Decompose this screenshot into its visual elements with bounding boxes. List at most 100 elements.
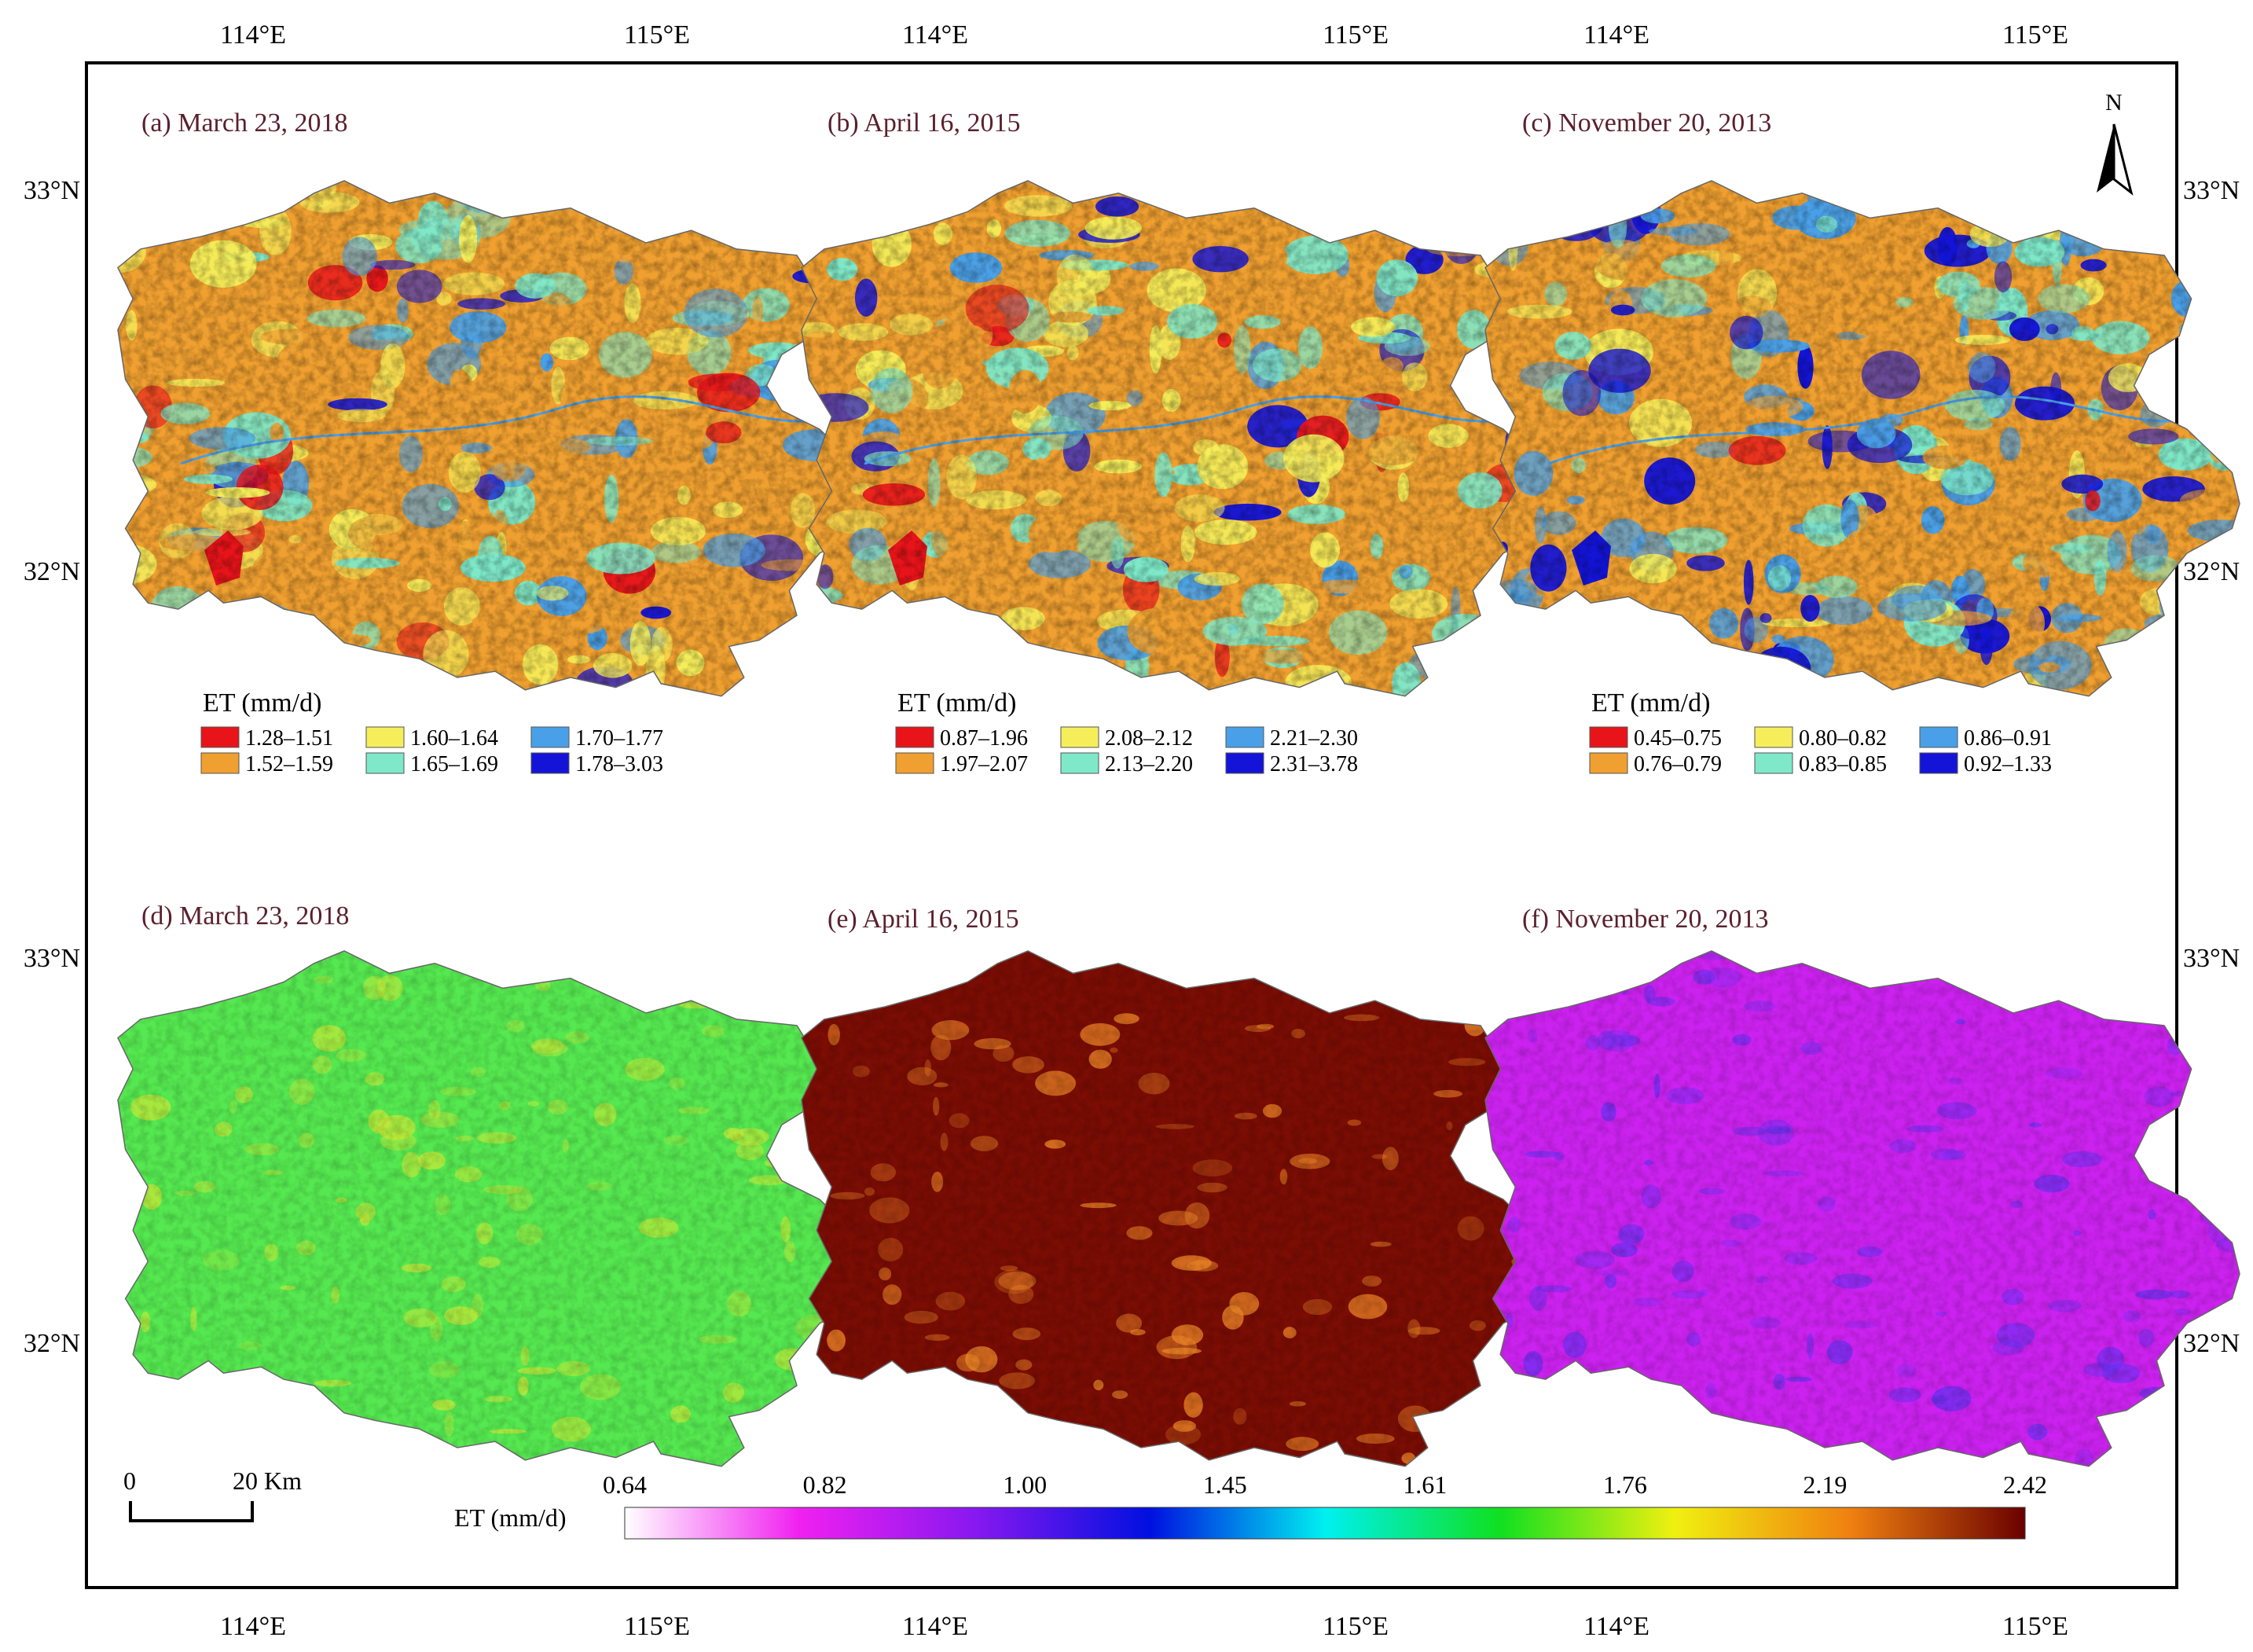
colorbar-tick-label: 0.82 (803, 1470, 847, 1499)
scale-line (129, 1501, 254, 1522)
region-boundary (1484, 950, 2240, 1467)
legend-label: 0.92–1.33 (1964, 752, 2052, 776)
lat-label: 32°N (2183, 1329, 2240, 1358)
colorbar-tick-label: 2.19 (1803, 1470, 1847, 1499)
lat-label: 33°N (2183, 176, 2240, 205)
legend-label: 0.83–0.85 (1799, 752, 1887, 776)
legend-swatch (365, 752, 405, 774)
legend-swatch (530, 726, 570, 748)
legend-swatch (1225, 726, 1264, 748)
colorbar-tick-label: 0.64 (603, 1470, 647, 1499)
legend: ET (mm/d) 0.45–0.750.76–0.79 0.80–0.820.83… (1589, 688, 2052, 776)
north-label: N (2105, 90, 2123, 116)
lat-label: 33°N (2183, 944, 2240, 973)
map-raster (118, 181, 872, 696)
legend-swatch (1060, 726, 1099, 748)
legend: ET (mm/d) 1.28–1.511.52–1.59 1.60–1.641.65… (200, 688, 663, 776)
colorbar-tick-label: 1.76 (1603, 1470, 1647, 1499)
left-lat-labels: 33°N 32°N 33°N 32°N (24, 176, 80, 1358)
lon-label: 114°E (902, 20, 968, 50)
legend-label: 2.31–3.78 (1270, 752, 1358, 776)
panel-title: (d) March 23, 2018 (141, 901, 349, 931)
map-panel-a: (a) March 23, 2018 ET (mm/d) 1.28–1.511.52… (117, 108, 873, 776)
panel-title: (e) April 16, 2015 (827, 905, 1019, 934)
lat-label: 32°N (2183, 557, 2240, 586)
lon-label: 115°E (1323, 1612, 1389, 1641)
map-raster (118, 951, 872, 1467)
legend-label: 2.13–2.20 (1105, 752, 1193, 776)
legend-swatch (895, 726, 934, 748)
legend-swatch (530, 752, 570, 774)
legend-swatch (200, 752, 240, 774)
lon-label: 114°E (902, 1612, 968, 1641)
legend-label: 1.97–2.07 (940, 752, 1028, 776)
legend-label: 0.76–0.79 (1634, 752, 1722, 776)
map-panel-d: (d) March 23, 2018 (117, 901, 873, 1467)
legend-label: 0.45–0.75 (1634, 726, 1722, 751)
north-arrow: N (2097, 90, 2134, 196)
panel-title: (a) March 23, 2018 (141, 108, 347, 138)
north-arrow-icon (2097, 123, 2134, 196)
panel-title: (b) April 16, 2015 (827, 108, 1021, 138)
legend-swatch (200, 726, 240, 748)
panel-title: (f) November 20, 2013 (1522, 905, 1768, 934)
legend-swatch (1754, 752, 1793, 774)
legend-label: 1.60–1.64 (410, 726, 498, 751)
legend-label: 0.87–1.96 (940, 726, 1028, 751)
legend-swatch (1225, 752, 1264, 774)
map-panel-f: (f) November 20, 2013 (1484, 905, 2240, 1467)
legend-swatch (1589, 752, 1628, 774)
legend-swatch (1589, 726, 1628, 748)
legend-label: 0.86–0.91 (1964, 726, 2052, 751)
legend-label: 2.08–2.12 (1105, 726, 1193, 751)
map-panel-b: (b) April 16, 2015 ET (mm/d) 0.87–1.961.97… (801, 108, 1557, 776)
top-lon-labels: 114°E 115°E 114°E 115°E 114°E 115°E (220, 20, 2068, 50)
lon-label: 115°E (624, 1612, 690, 1641)
lon-label: 114°E (220, 1612, 286, 1641)
legend-swatch (1754, 726, 1793, 748)
legend-swatch (365, 726, 405, 748)
legend-title: ET (mm/d) (203, 688, 321, 718)
colorbar-tick-label: 1.00 (1003, 1470, 1047, 1499)
legend-label: 1.65–1.69 (410, 752, 498, 776)
scale-bar: 0 20 Km (123, 1467, 302, 1522)
lon-label: 115°E (2002, 20, 2068, 50)
region-boundary (1484, 180, 2240, 697)
right-lat-labels: 33°N 32°N 33°N 32°N (2183, 176, 2240, 1358)
lat-label: 33°N (24, 944, 80, 973)
colorbar-ticks: 0.64 0.82 1.00 1.45 1.61 1.76 2.19 2.42 (603, 1470, 2047, 1499)
lon-label: 115°E (2002, 1612, 2068, 1641)
map-frame (85, 61, 2178, 1589)
colorbar-ramp (624, 1507, 2026, 1540)
legend-swatch (1919, 752, 1958, 774)
legend-swatch (895, 752, 934, 774)
colorbar: ET (mm/d) 0.64 0.82 1.00 1.45 1.61 1.76 2.19 2.… (454, 1470, 2047, 1540)
map-raster (802, 951, 1556, 1467)
legend-title: ET (mm/d) (897, 688, 1016, 718)
lon-label: 115°E (624, 20, 690, 50)
legend-label: 1.28–1.51 (245, 726, 333, 751)
map-raster (1485, 181, 2240, 696)
lon-label: 114°E (1583, 1612, 1649, 1641)
bottom-lon-labels: 114°E 115°E 114°E 115°E 114°E 115°E (220, 1612, 2068, 1641)
lon-label: 114°E (220, 20, 286, 50)
map-raster (1485, 951, 2240, 1467)
legend-swatch (1060, 752, 1099, 774)
lon-label: 114°E (1583, 20, 1649, 50)
lat-label: 32°N (24, 557, 80, 586)
legend-label: 2.21–2.30 (1270, 726, 1358, 751)
colorbar-tick-label: 2.42 (2003, 1470, 2047, 1499)
legend-label: 1.78–3.03 (575, 752, 663, 776)
legend-label: 0.80–0.82 (1799, 726, 1887, 751)
panel-title: (c) November 20, 2013 (1522, 108, 1771, 138)
legend: ET (mm/d) 0.87–1.961.97–2.07 2.08–2.122.13… (895, 688, 1358, 776)
legend-swatch (1919, 726, 1958, 748)
map-panels: (a) March 23, 2018 ET (mm/d) 1.28–1.511.52… (117, 108, 2240, 1467)
scale-start-label: 0 (123, 1467, 136, 1495)
legend-title: ET (mm/d) (1591, 688, 1710, 718)
colorbar-tick-label: 1.61 (1403, 1470, 1447, 1499)
map-panel-e: (e) April 16, 2015 (801, 905, 1557, 1467)
colorbar-tick-label: 1.45 (1203, 1470, 1247, 1499)
legend-label: 1.70–1.77 (575, 726, 663, 751)
